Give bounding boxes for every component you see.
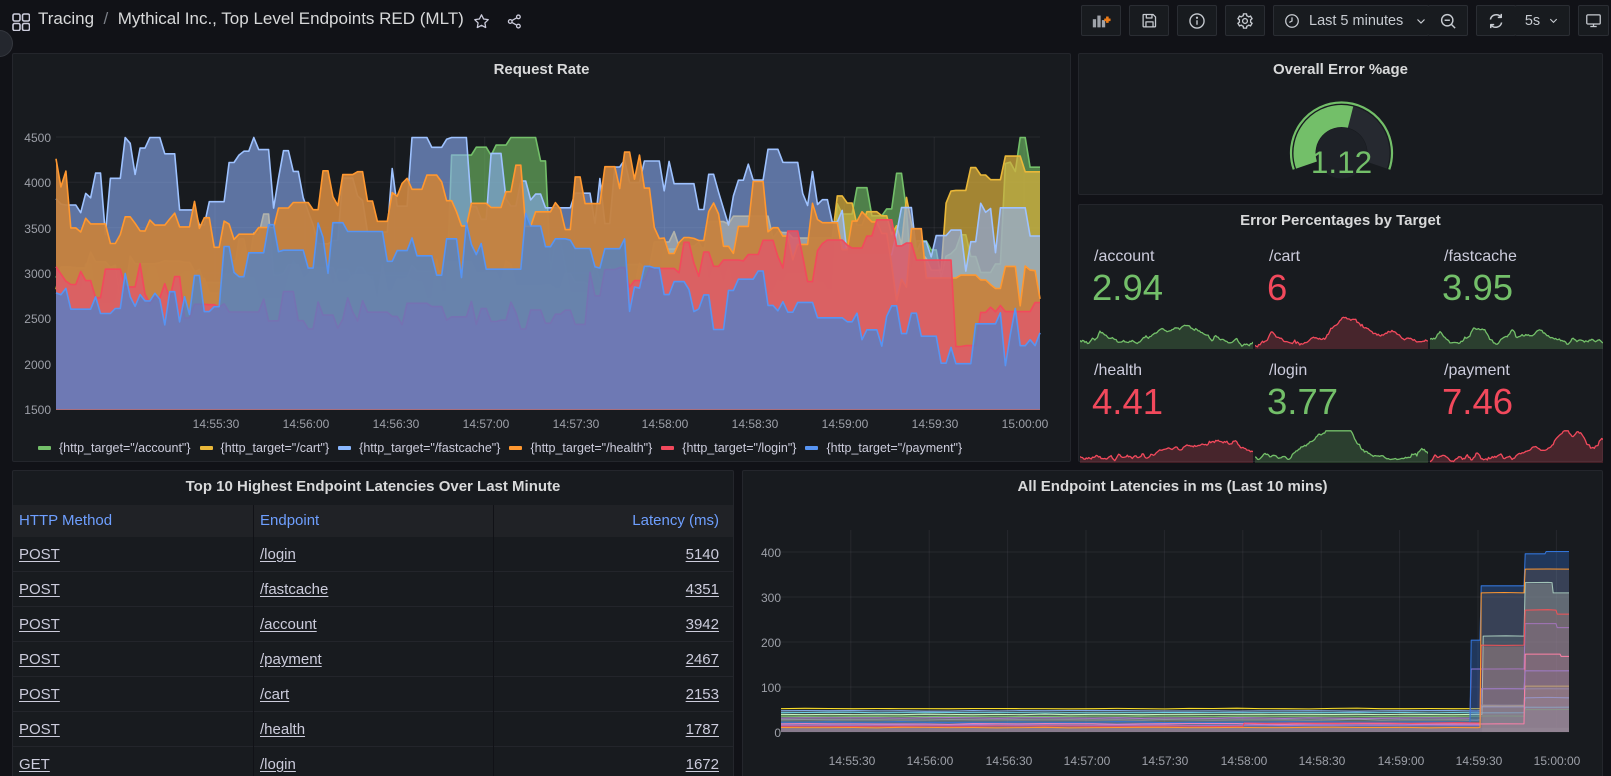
svg-text:1.12: 1.12 — [1311, 144, 1372, 180]
